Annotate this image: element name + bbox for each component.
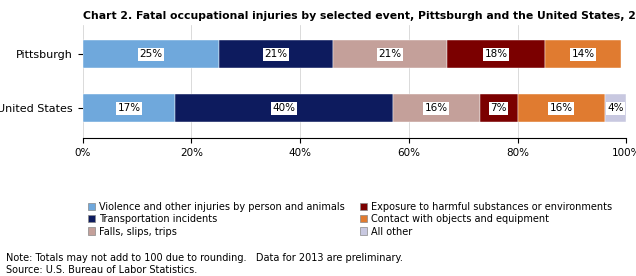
Text: Chart 2. Fatal occupational injuries by selected event, Pittsburgh and the Unite: Chart 2. Fatal occupational injuries by …: [83, 11, 636, 21]
Text: 16%: 16%: [425, 104, 448, 113]
Bar: [83, 94, 175, 122]
Bar: [447, 41, 545, 68]
Bar: [333, 41, 447, 68]
Legend: Violence and other injuries by person and animals, Transportation incidents, Fal: Violence and other injuries by person an…: [88, 202, 612, 237]
Bar: [83, 41, 219, 68]
Bar: [605, 94, 626, 122]
Bar: [392, 94, 480, 122]
Text: 4%: 4%: [607, 104, 624, 113]
Text: 21%: 21%: [378, 49, 401, 59]
Text: 16%: 16%: [550, 104, 573, 113]
Text: 21%: 21%: [264, 49, 287, 59]
Bar: [480, 94, 518, 122]
Bar: [219, 41, 333, 68]
Bar: [518, 94, 605, 122]
Text: 17%: 17%: [117, 104, 141, 113]
Text: 40%: 40%: [272, 104, 295, 113]
Text: 14%: 14%: [571, 49, 595, 59]
Bar: [545, 41, 621, 68]
Bar: [175, 94, 392, 122]
Text: Note: Totals may not add to 100 due to rounding.   Data for 2013 are preliminary: Note: Totals may not add to 100 due to r…: [6, 253, 403, 275]
Text: 18%: 18%: [485, 49, 508, 59]
Text: 25%: 25%: [139, 49, 162, 59]
Text: 7%: 7%: [490, 104, 507, 113]
